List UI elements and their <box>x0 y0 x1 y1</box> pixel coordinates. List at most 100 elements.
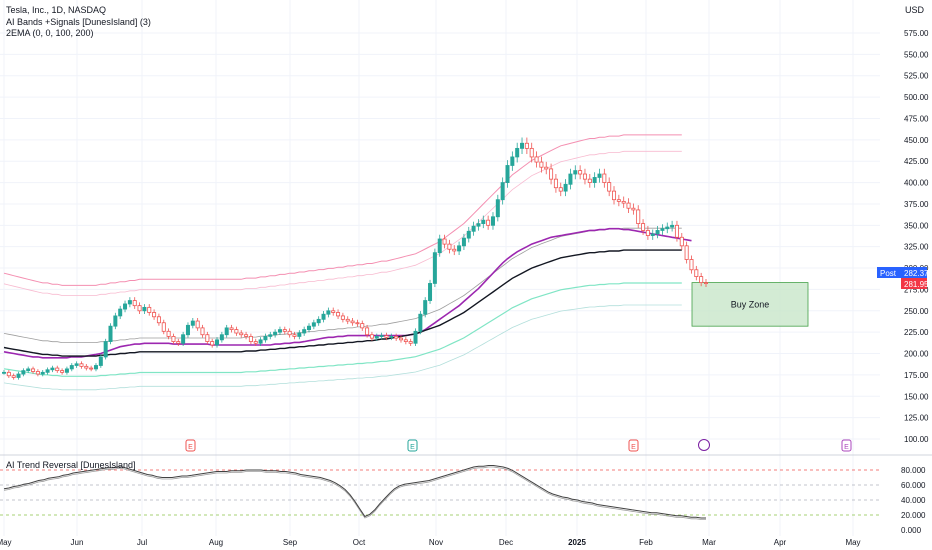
candle-body <box>403 339 408 342</box>
candle-body <box>277 329 282 333</box>
price-badges: Post 282.37 281.95 <box>877 267 929 289</box>
candle-body <box>471 225 476 232</box>
candle-body <box>408 341 413 344</box>
candle-body <box>118 308 123 317</box>
buy-zone-box[interactable] <box>691 282 809 327</box>
price-tick-label: 325.00 <box>904 243 929 252</box>
time-tick-label: Oct <box>353 538 366 547</box>
post-badge <box>877 267 927 278</box>
candle-body <box>331 310 336 313</box>
candle-body <box>263 336 268 341</box>
time-tick-label: May <box>845 538 860 547</box>
candle-body <box>273 331 278 336</box>
candle-body <box>176 341 181 344</box>
time-tick-label: May <box>0 538 12 547</box>
candle-body <box>287 330 292 336</box>
price-tick-label: 200.00 <box>904 350 929 359</box>
candle-body <box>384 335 389 338</box>
candle-body <box>74 363 79 366</box>
candle-body <box>645 230 650 236</box>
candle-body <box>418 313 423 332</box>
candle-body <box>11 375 16 378</box>
price-tick-label: 525.00 <box>904 72 929 81</box>
candle-body <box>142 306 147 312</box>
candle-body <box>549 168 554 180</box>
candle-body <box>655 230 660 235</box>
price-axis[interactable]: 100.00 125.00 150.00 175.00 200.00 225.00 250.… <box>904 29 929 444</box>
candle-body <box>166 330 171 337</box>
candle-body <box>137 305 142 312</box>
earnings-marker <box>407 439 418 452</box>
price-tick-label: 225.00 <box>904 328 929 337</box>
price-tick-label: 425.00 <box>904 157 929 166</box>
candle-body <box>529 147 534 158</box>
osc-tick-label: 80.000 <box>901 466 926 475</box>
candle-body <box>69 365 74 370</box>
candle-body <box>374 336 379 339</box>
candle-body <box>369 334 374 339</box>
candle-body <box>495 199 500 218</box>
candle-body <box>210 341 215 346</box>
candle-body <box>360 323 365 329</box>
candle-body <box>340 315 345 320</box>
time-tick-label: Jul <box>137 538 147 547</box>
candle-body <box>481 219 486 225</box>
price-tick-label: 550.00 <box>904 50 929 59</box>
band-upper-inner-line <box>3 150 682 296</box>
candle-body <box>520 142 525 149</box>
candle-body <box>234 329 239 334</box>
candle-body <box>442 238 447 245</box>
earnings-marker <box>185 439 196 452</box>
indicator-trend-reversal[interactable]: AI Trend Reversal [DunesIsland] <box>6 460 136 470</box>
candle-body <box>50 367 55 371</box>
band-lower-outer-line <box>3 304 682 391</box>
band-mid-line <box>3 227 682 344</box>
candle-body <box>282 329 287 332</box>
candle-body <box>466 230 471 239</box>
price-tick-label: 400.00 <box>904 179 929 188</box>
indicator-ai-bands[interactable]: AI Bands +Signals [DunesIsland] (3) <box>6 17 151 27</box>
candle-body <box>229 327 234 330</box>
candle-body <box>650 233 655 236</box>
earnings-marker-future <box>841 439 852 452</box>
candle-body <box>553 178 558 189</box>
candle-body <box>258 339 263 344</box>
candle-body <box>704 282 709 284</box>
ema-100-line <box>3 227 692 359</box>
earnings-letter: E <box>631 444 636 451</box>
candle-body <box>98 356 103 366</box>
grid <box>0 0 880 536</box>
candle-body <box>2 371 7 374</box>
candle-body <box>239 332 244 336</box>
symbol-title[interactable]: Tesla, Inc., 1D, NASDAQ <box>6 5 107 15</box>
candle-body <box>84 365 89 369</box>
candle-body <box>60 370 65 373</box>
band-upper-line <box>3 134 682 286</box>
candle-body <box>40 371 45 375</box>
currency-label: USD <box>904 5 924 15</box>
candle-body <box>699 276 704 283</box>
price-tick-label: 150.00 <box>904 392 929 401</box>
candle-body <box>612 190 617 201</box>
candle-body <box>16 373 21 378</box>
time-axis[interactable]: May Jun Jul Aug Sep Oct Nov Dec 2025 Feb Mar Apr May <box>0 538 861 547</box>
buy-zone-label: Buy Zone <box>731 299 770 309</box>
price-tick-label: 275.00 <box>904 285 929 294</box>
candle-body <box>587 178 592 183</box>
candle-body <box>64 368 69 373</box>
earnings-marker <box>628 439 639 452</box>
candle-body <box>578 170 583 175</box>
candle-body <box>345 318 350 322</box>
candle-body <box>437 238 442 254</box>
candles[interactable] <box>2 137 709 380</box>
candle-body <box>336 312 341 317</box>
candle-body <box>684 245 689 260</box>
candle-body <box>307 325 312 330</box>
candle-body <box>515 147 520 158</box>
candle-body <box>432 252 437 284</box>
candle-body <box>93 365 98 370</box>
candle-body <box>365 327 370 336</box>
indicator-2ema[interactable]: 2EMA (0, 0, 100, 200) <box>6 28 94 38</box>
